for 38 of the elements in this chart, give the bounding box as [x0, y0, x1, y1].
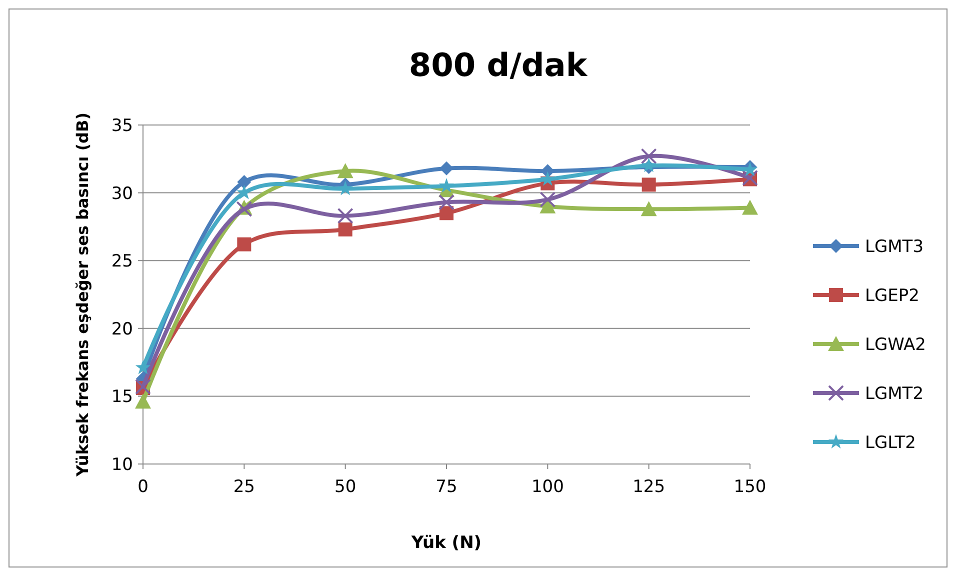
x-tick-label: 50	[334, 477, 356, 497]
point	[237, 174, 252, 189]
x-tick-label: 150	[734, 477, 766, 497]
legend-label: LGMT2	[865, 384, 924, 404]
y-tick-label: 20	[111, 319, 133, 340]
x-tick-label: 125	[632, 477, 666, 497]
point	[338, 180, 353, 196]
point	[440, 161, 454, 176]
point	[642, 178, 656, 192]
y-axis-title: Yüksek frekans eşdeğer ses basıncı (dB)	[73, 112, 92, 478]
y-tick-label: 25	[111, 252, 133, 272]
y-tick-label: 15	[111, 387, 133, 408]
point	[640, 148, 657, 164]
point	[742, 200, 758, 215]
point	[135, 394, 151, 409]
x-axis-title: Yük (N)	[410, 533, 482, 553]
point	[338, 222, 352, 236]
point	[440, 206, 454, 220]
point	[135, 360, 151, 374]
point	[438, 194, 454, 210]
legend-label: LGWA2	[865, 334, 926, 355]
legend-label: LGMT3	[865, 236, 924, 257]
x-tick-label: 25	[233, 477, 255, 497]
x-tick-label: 75	[436, 477, 458, 497]
point	[438, 178, 454, 192]
chart-title: 800 d/dak	[408, 46, 588, 84]
point	[337, 163, 354, 178]
y-tick-label: 10	[111, 454, 133, 475]
legend-label: LGLT2	[865, 432, 916, 453]
y-tick-label: 30	[111, 184, 133, 204]
point	[237, 237, 252, 252]
x-tick-label: 100	[531, 477, 564, 497]
point	[540, 192, 556, 208]
point	[337, 208, 354, 224]
legend-label: LGEP2	[865, 286, 920, 306]
y-tick-label: 35	[111, 116, 133, 136]
x-tick-label: 0	[138, 477, 148, 497]
point	[640, 201, 657, 216]
